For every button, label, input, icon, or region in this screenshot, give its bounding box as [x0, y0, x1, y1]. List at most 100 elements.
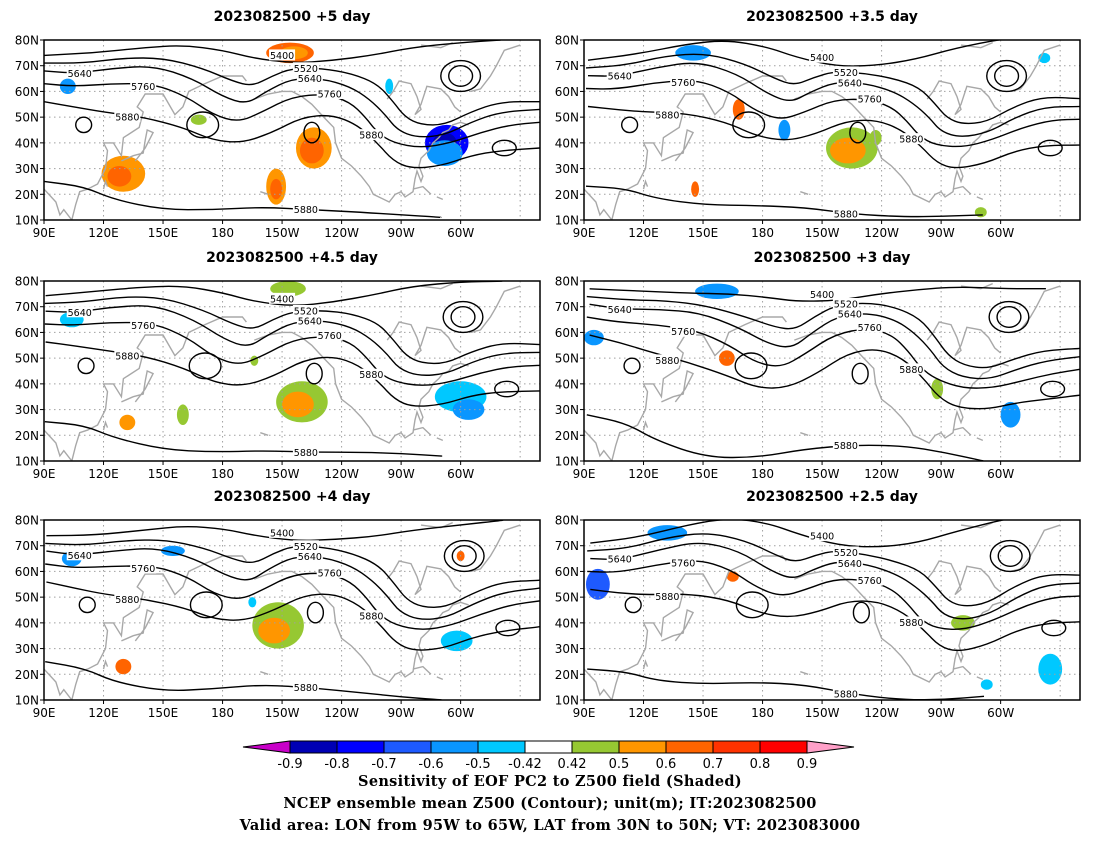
- contour-label: 5640: [298, 317, 322, 328]
- z500-closed-contour: [993, 65, 1020, 87]
- contour-label-bg: [836, 557, 863, 569]
- z500-closed-contour: [495, 619, 521, 637]
- contour-label-bg: [114, 593, 141, 605]
- lat-tick-label: 20N: [15, 668, 39, 682]
- coastline: [102, 420, 109, 431]
- lat-tick-label: 80N: [15, 514, 39, 528]
- contour-label: 5640: [298, 74, 322, 85]
- lon-tick-label: 120E: [628, 226, 659, 240]
- contour-label: 5880: [115, 113, 139, 124]
- coastline: [926, 321, 1002, 357]
- footer-line-1: Sensitivity of EOF PC2 to Z500 field (Sh…: [358, 773, 742, 790]
- footer-line-3: Valid area: LON from 95W to 65W, LAT fro…: [239, 817, 861, 834]
- contour-label: 5880: [294, 448, 318, 459]
- shaded-area: [248, 597, 257, 608]
- shaded-area: [270, 281, 306, 297]
- colorbar-label: -0.42: [508, 757, 542, 772]
- contour-label-bg: [606, 303, 633, 315]
- contour-label-bg: [66, 306, 93, 318]
- coastline: [412, 185, 432, 195]
- coastline: [976, 196, 984, 201]
- shaded-area: [585, 568, 610, 600]
- panel-title: 2023082500 +3 day: [754, 250, 911, 266]
- contour-label: 5760: [858, 576, 882, 587]
- lon-tick-label: 90W: [928, 467, 955, 481]
- contour-label: 5880: [294, 683, 318, 694]
- map-frame: [43, 519, 541, 701]
- shaded-area: [691, 181, 700, 197]
- shaded-area: [584, 329, 604, 346]
- coastline: [386, 321, 462, 357]
- z500-contour: [44, 66, 540, 138]
- lat-tick-label: 80N: [555, 275, 579, 289]
- lat-tick-label: 30N: [15, 403, 39, 417]
- contour-label-bg: [832, 298, 859, 310]
- z500-closed-contour: [986, 59, 1028, 93]
- contour-label: 5880: [655, 110, 679, 121]
- coastline: [976, 676, 984, 681]
- shaded-area: [258, 617, 291, 644]
- map-panel-3-coastlines: [44, 282, 521, 461]
- z500-closed-contour: [189, 591, 223, 619]
- lat-tick-label: 30N: [15, 642, 39, 656]
- colorbar-label: -0.6: [418, 757, 443, 772]
- z500-contour: [585, 53, 1080, 125]
- colorbar-extend-high: [806, 740, 855, 754]
- z500-closed-contour: [623, 357, 641, 375]
- colorbar-swatch: [759, 740, 808, 754]
- z500-closed-contour: [440, 59, 482, 93]
- contour-label: 5880: [899, 135, 923, 146]
- lat-tick-label: 70N: [15, 300, 39, 314]
- contour-label-bg: [832, 439, 859, 451]
- contour-label-bg: [856, 93, 883, 105]
- lon-tick-label: 150W: [265, 706, 300, 720]
- lat-tick-label: 10N: [15, 455, 39, 469]
- contour-label-bg: [898, 363, 925, 375]
- contour-label: 5760: [671, 327, 695, 338]
- z500-contour: [44, 180, 442, 219]
- lat-tick-label: 50N: [15, 591, 39, 605]
- lon-tick-label: 90E: [33, 706, 56, 720]
- z500-closed-contour: [851, 362, 869, 385]
- lon-tick-label: 180: [211, 226, 234, 240]
- contour-label: 5880: [834, 209, 858, 220]
- coastline: [470, 285, 521, 334]
- contour-label-bg: [898, 616, 925, 628]
- contour-label: 5880: [899, 365, 923, 376]
- lat-tick-label: 30N: [555, 162, 579, 176]
- lon-tick-label: 150E: [688, 706, 719, 720]
- lon-tick-label: 120E: [88, 706, 119, 720]
- panel-title: 2023082500 +2.5 day: [746, 489, 918, 505]
- coastline: [642, 659, 649, 670]
- coastline: [102, 659, 109, 670]
- coastline: [260, 432, 269, 436]
- coastline: [254, 90, 469, 203]
- shaded-area: [426, 140, 463, 166]
- coastline: [642, 179, 649, 190]
- colorbar-swatch: [712, 740, 761, 754]
- contour-label-bg: [292, 446, 319, 458]
- lon-tick-label: 150E: [688, 467, 719, 481]
- z500-contour: [586, 414, 985, 461]
- colorbar-swatch: [571, 740, 620, 754]
- contour-label-bg: [114, 349, 141, 361]
- colorbar-swatch: [524, 740, 573, 754]
- lat-tick-label: 40N: [15, 616, 39, 630]
- shaded-area: [718, 350, 735, 366]
- coastline: [470, 44, 521, 93]
- lon-tick-label: 120E: [88, 226, 119, 240]
- coastline: [102, 179, 109, 190]
- colorbar-swatch: [289, 740, 338, 754]
- contour-label-bg: [856, 321, 883, 333]
- colorbar-label: 0.9: [797, 757, 818, 772]
- z500-closed-contour: [735, 591, 769, 619]
- lon-tick-label: 90W: [388, 706, 415, 720]
- contour-label: 5880: [359, 131, 383, 142]
- lat-tick-label: 80N: [15, 34, 39, 48]
- contour-label: 5520: [834, 68, 858, 79]
